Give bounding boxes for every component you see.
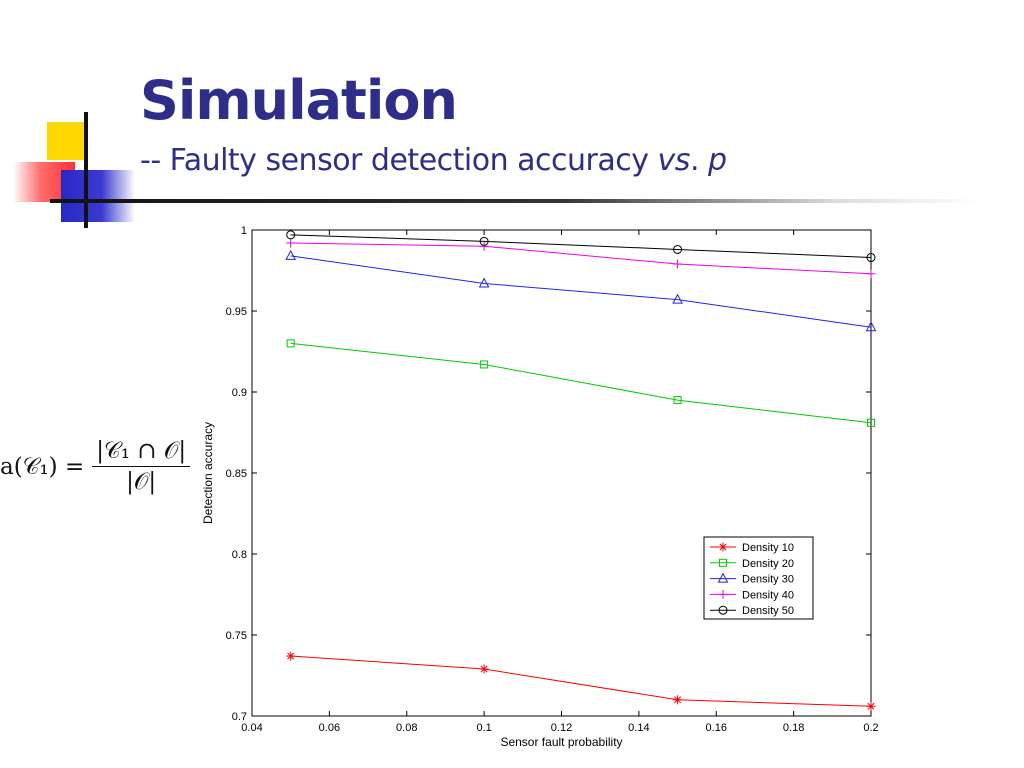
y-tick-label-2: 0.8 <box>232 549 247 561</box>
data-point-10-1 <box>479 664 489 674</box>
series-density-30 <box>285 249 877 332</box>
data-point-10-3-stroke-3 <box>867 702 875 710</box>
data-point-10-2 <box>673 695 683 705</box>
data-point-50-0 <box>286 230 296 240</box>
plot-frame <box>251 229 872 717</box>
series-line-20 <box>290 342 872 424</box>
data-point-40-2 <box>673 259 683 269</box>
series-line-30 <box>290 255 872 328</box>
legend-marker-2 <box>717 572 729 583</box>
y-tick-label-4: 0.9 <box>232 387 247 399</box>
y-tick-label-0: 0.7 <box>232 711 247 723</box>
legend-label-1: Density 20 <box>742 558 794 570</box>
subtitle-text: -- Faulty sensor detection accuracy <box>140 143 658 178</box>
legend-marker-0 <box>718 542 728 552</box>
subtitle-vs: vs <box>657 143 691 178</box>
data-point-10-0 <box>286 651 296 661</box>
legend-marker-1 <box>719 558 727 567</box>
x-tick-label-5: 0.14 <box>628 722 649 734</box>
decor-yellow-square <box>47 122 85 160</box>
data-point-20-3 <box>867 418 875 427</box>
series-density-20 <box>286 339 875 427</box>
legend-label-0: Density 10 <box>742 542 794 554</box>
decor-blue-square <box>61 170 135 222</box>
data-point-30-2 <box>672 293 683 304</box>
x-tick-label-2: 0.08 <box>396 722 417 734</box>
x-axis-label: Sensor fault probability <box>500 735 622 749</box>
data-point-20-2 <box>673 396 682 405</box>
formula-fraction: |𝒞₁ ∩ 𝒪| |𝒪| <box>92 438 191 495</box>
series-density-40 <box>286 238 876 279</box>
data-point-20-0 <box>286 339 295 348</box>
x-tick-label-0: 0.04 <box>241 722 262 734</box>
data-point-30-3 <box>865 321 877 332</box>
y-axis-label: Detection accuracy <box>201 422 215 524</box>
legend-marker-3 <box>718 589 728 599</box>
slide-subtitle: -- Faulty sensor detection accuracy vs. … <box>140 146 727 176</box>
data-point-20-1 <box>480 360 489 369</box>
legend: Density 10 Density 20 Density 30 Density 40… <box>703 536 814 620</box>
legend-marker-0-stroke-3 <box>719 543 727 551</box>
data-point-50-1 <box>479 236 489 246</box>
legend-label-3: Density 40 <box>742 589 794 601</box>
x-tick-label-3: 0.1 <box>476 722 491 734</box>
data-point-10-3 <box>866 701 876 711</box>
data-point-10-1-stroke-3 <box>480 665 488 673</box>
y-tick-label-1: 0.75 <box>226 630 247 642</box>
series-line-10 <box>290 655 872 707</box>
data-point-30-0 <box>285 249 297 260</box>
data-point-40-0 <box>286 238 296 248</box>
x-tick-label-1: 0.06 <box>319 722 340 734</box>
y-tick-label-5: 0.95 <box>226 306 247 318</box>
data-point-10-0-stroke-3 <box>287 652 295 660</box>
legend-label-4: Density 50 <box>742 605 794 617</box>
legend-box <box>703 536 814 620</box>
accuracy-formula: a(𝒞₁) = |𝒞₁ ∩ 𝒪| |𝒪| <box>0 438 191 495</box>
formula-lhs: a(𝒞₁) = <box>0 453 85 480</box>
data-point-50-2 <box>673 244 683 254</box>
formula-denominator: |𝒪| <box>126 469 157 495</box>
data-point-30-1 <box>478 277 490 288</box>
legend-marker-4 <box>718 605 728 615</box>
subtitle-dot: . <box>689 143 709 178</box>
slide-title: Simulation <box>140 69 458 132</box>
data-point-40-1 <box>479 241 489 251</box>
subtitle-p: p <box>708 143 727 178</box>
series-line-40 <box>290 242 872 275</box>
x-tick-label-4: 0.12 <box>551 722 572 734</box>
data-point-40-3 <box>866 269 876 279</box>
x-tick-label-8: 0.2 <box>863 722 878 734</box>
y-tick-label-3: 0.85 <box>226 468 247 480</box>
formula-numerator: |𝒞₁ ∩ 𝒪| <box>92 438 191 467</box>
x-tick-label-7: 0.18 <box>783 722 804 734</box>
accuracy-chart: 0.04 0.06 0.08 0.1 0.12 0.14 0.16 0.18 0.2 0.7 0.7… <box>201 225 879 749</box>
series-density-50 <box>286 230 876 263</box>
decor-vertical-line <box>84 112 88 228</box>
x-tick-label-6: 0.16 <box>706 722 727 734</box>
decor-horizontal-rule <box>50 199 980 203</box>
series-line-50 <box>290 234 872 259</box>
data-point-10-2-stroke-3 <box>674 696 682 704</box>
series-density-10 <box>286 651 876 711</box>
data-point-50-3 <box>866 253 876 263</box>
y-tick-label-6: 1 <box>241 225 247 237</box>
legend-label-2: Density 30 <box>742 574 794 586</box>
